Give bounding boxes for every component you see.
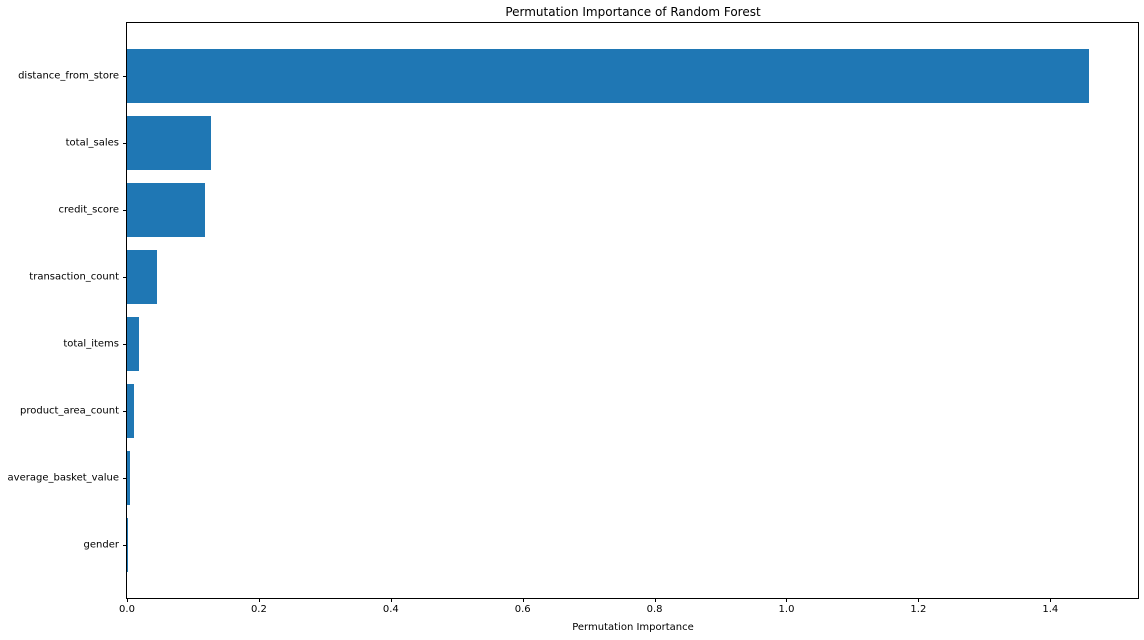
bar-credit_score [127, 183, 206, 237]
y-tick-label: credit_score [58, 204, 119, 216]
y-tick-mark [123, 209, 127, 211]
bar-average_basket_value [127, 451, 130, 505]
x-tick-label: 0.0 [119, 604, 135, 615]
y-tick-label: distance_from_store [18, 70, 119, 82]
x-tick-label: 0.8 [646, 604, 663, 615]
y-tick-label: gender [83, 539, 119, 551]
x-tick-mark [1050, 598, 1052, 602]
y-tick-mark [123, 478, 127, 480]
x-tick-mark [786, 598, 788, 602]
x-tick-label: 1.0 [778, 604, 795, 615]
y-tick-label: total_items [63, 338, 119, 350]
y-tick-mark [123, 276, 127, 278]
x-tick-mark [258, 598, 260, 602]
x-tick-mark [127, 598, 128, 602]
y-tick-mark [123, 545, 127, 547]
x-tick-label: 1.4 [1042, 604, 1059, 615]
x-tick-mark [390, 598, 392, 602]
bar-product_area_count [127, 384, 134, 438]
bar-total_items [127, 317, 139, 371]
x-axis-label: Permutation Importance [572, 622, 694, 633]
y-tick-mark [123, 75, 127, 77]
y-tick-mark [123, 344, 127, 345]
bar-distance_from_store [127, 49, 1089, 103]
x-tick-label: 1.2 [910, 604, 927, 615]
x-tick-label: 0.2 [250, 604, 267, 615]
y-tick-label: average_basket_value [7, 472, 119, 484]
x-tick-mark [918, 598, 920, 602]
x-tick-mark [522, 598, 524, 602]
y-tick-label: transaction_count [29, 271, 119, 283]
x-tick-mark [654, 598, 656, 602]
x-tick-label: 0.4 [382, 604, 399, 615]
chart-title: Permutation Importance of Random Forest [505, 5, 761, 19]
bar-gender [127, 518, 128, 572]
x-tick-label: 0.6 [514, 604, 531, 615]
y-tick-mark [123, 411, 127, 413]
y-tick-label: total_sales [65, 137, 119, 149]
bar-transaction_count [127, 250, 157, 304]
y-tick-mark [123, 142, 127, 144]
y-tick-label: product_area_count [20, 405, 119, 417]
plot-area: distance_from_store total_sales credit_sco… [8, 22, 1139, 615]
bar-total_sales [127, 116, 212, 170]
